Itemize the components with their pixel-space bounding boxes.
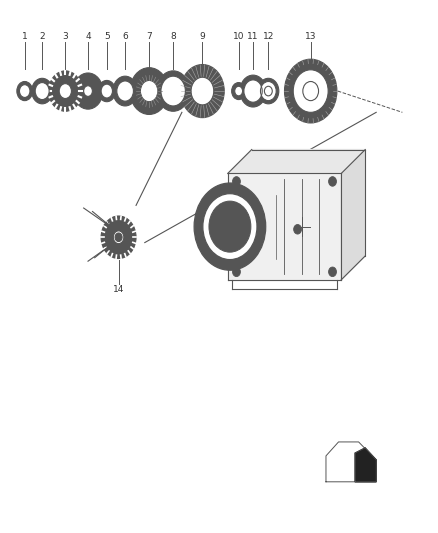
Text: 9: 9 [200, 31, 205, 41]
Circle shape [101, 84, 113, 98]
Circle shape [98, 80, 116, 102]
Text: 5: 5 [104, 31, 110, 41]
Polygon shape [228, 150, 365, 173]
Circle shape [161, 76, 185, 106]
Circle shape [73, 73, 103, 109]
Circle shape [303, 82, 318, 101]
Text: 10: 10 [233, 31, 244, 41]
Circle shape [49, 71, 82, 111]
Circle shape [209, 201, 251, 252]
Circle shape [19, 85, 30, 98]
Circle shape [191, 77, 214, 105]
Circle shape [233, 176, 240, 186]
Circle shape [115, 233, 122, 241]
Circle shape [298, 76, 323, 106]
Text: 12: 12 [263, 31, 274, 41]
Circle shape [288, 63, 333, 119]
Circle shape [293, 70, 328, 112]
Text: 6: 6 [122, 31, 128, 41]
Circle shape [328, 267, 336, 277]
Circle shape [235, 86, 243, 96]
Circle shape [285, 59, 337, 123]
Circle shape [113, 76, 138, 106]
Text: 8: 8 [170, 31, 176, 41]
Circle shape [265, 86, 272, 96]
Circle shape [113, 231, 124, 244]
Circle shape [141, 80, 158, 102]
Circle shape [244, 80, 262, 102]
Circle shape [203, 193, 257, 260]
Text: 2: 2 [39, 31, 45, 41]
Circle shape [84, 86, 92, 96]
Circle shape [180, 64, 224, 118]
Polygon shape [326, 442, 376, 482]
Circle shape [233, 267, 240, 277]
Circle shape [156, 71, 190, 111]
Text: 14: 14 [113, 285, 124, 294]
Circle shape [101, 216, 136, 259]
Circle shape [232, 83, 246, 100]
Text: 1: 1 [22, 31, 28, 41]
Circle shape [17, 82, 32, 101]
Polygon shape [355, 448, 376, 482]
Circle shape [240, 75, 266, 107]
Circle shape [59, 84, 71, 99]
Circle shape [194, 183, 266, 270]
Circle shape [203, 193, 257, 260]
Circle shape [262, 83, 275, 99]
Circle shape [258, 78, 279, 104]
Text: 7: 7 [146, 31, 152, 41]
Circle shape [35, 83, 49, 100]
Text: 13: 13 [305, 31, 316, 41]
Polygon shape [228, 173, 341, 280]
Circle shape [117, 81, 134, 101]
Circle shape [328, 176, 336, 186]
Circle shape [293, 224, 301, 234]
Text: 4: 4 [85, 31, 91, 41]
Circle shape [32, 78, 53, 104]
Text: 11: 11 [247, 31, 259, 41]
Polygon shape [341, 150, 365, 280]
Circle shape [261, 82, 276, 101]
Circle shape [306, 86, 315, 96]
Text: 3: 3 [63, 31, 68, 41]
Circle shape [130, 68, 168, 115]
